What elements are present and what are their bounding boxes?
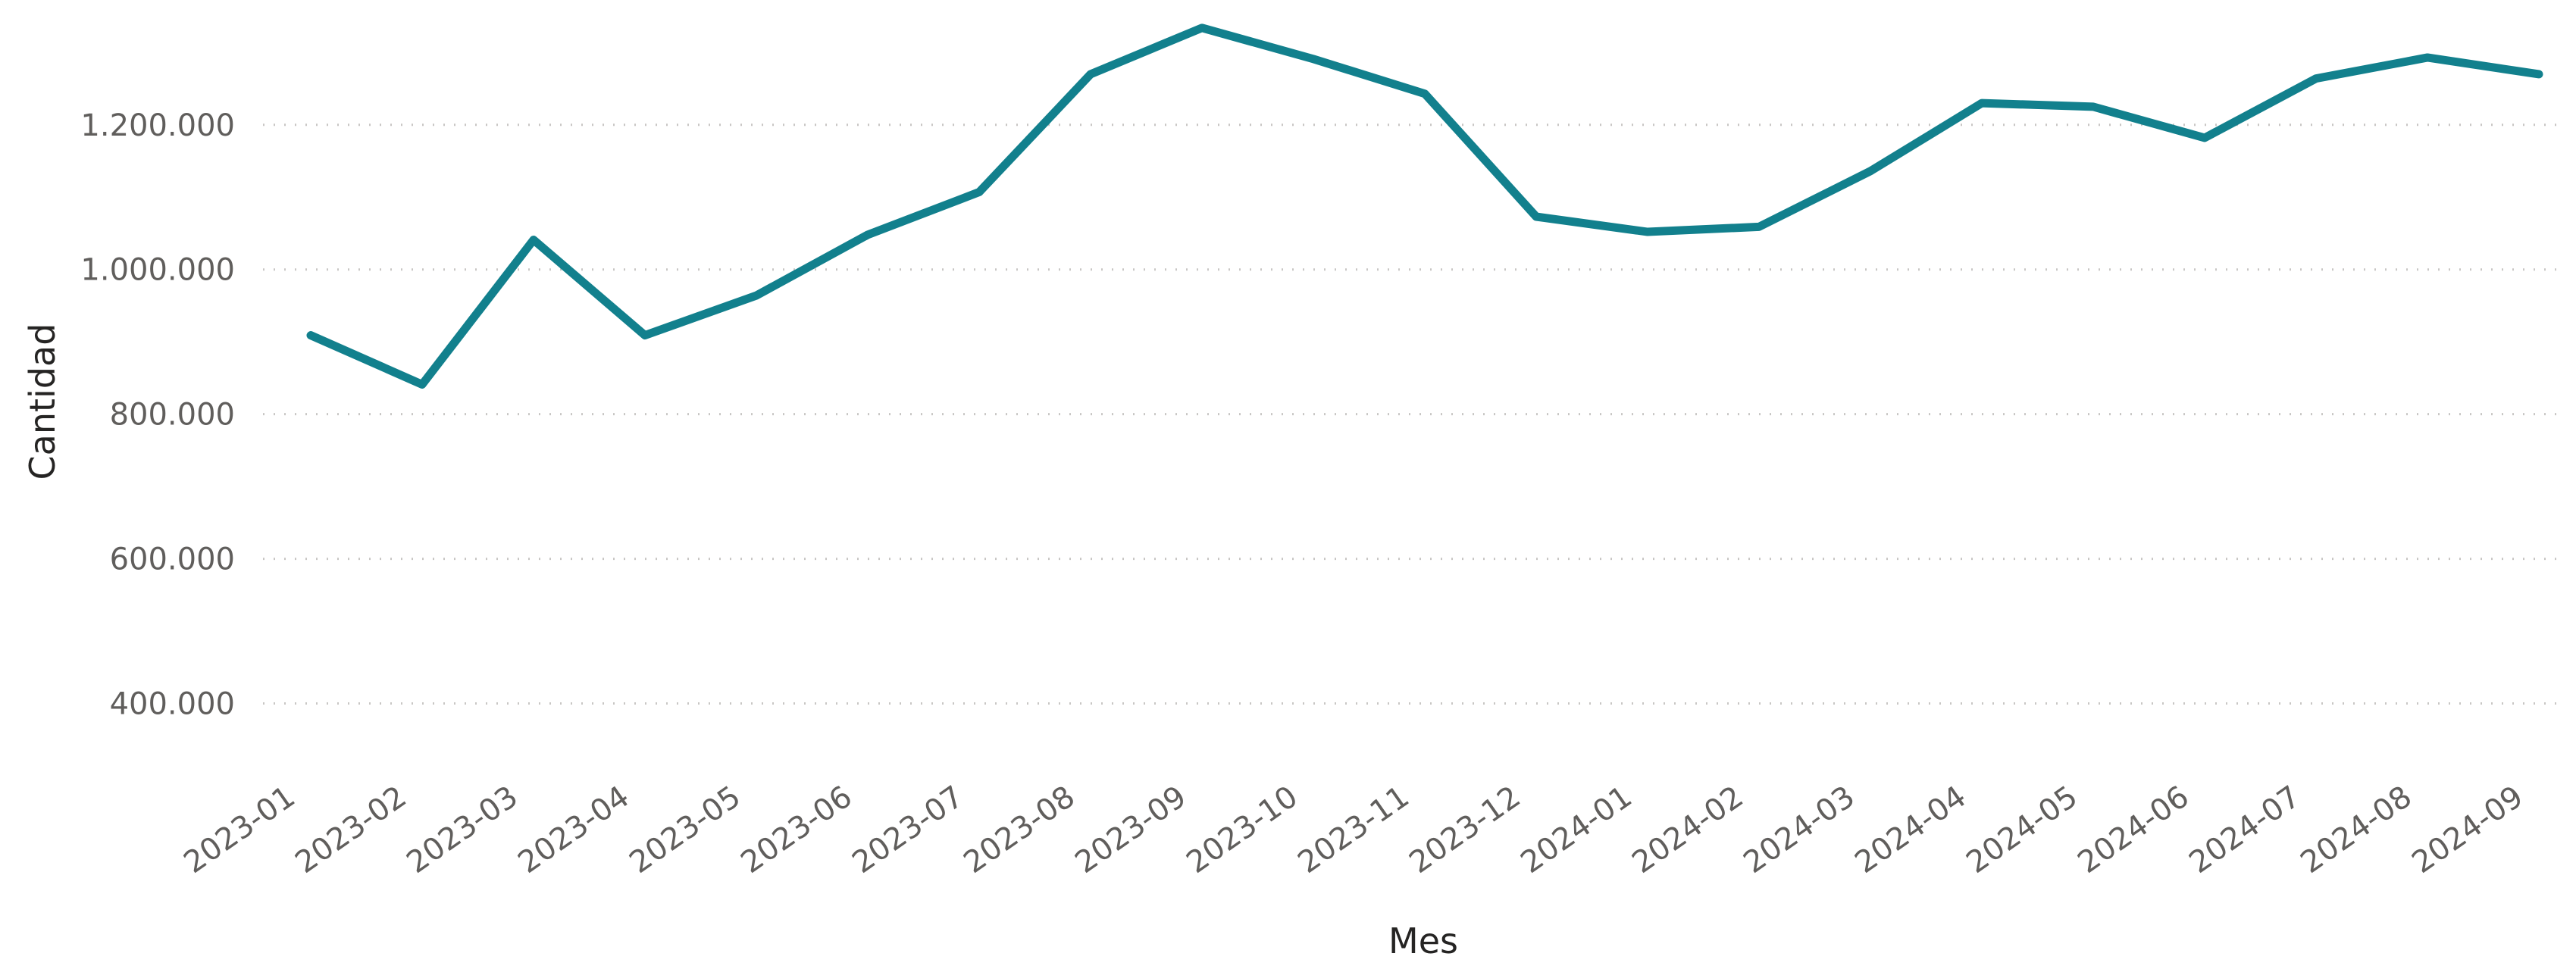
x-tick-label: 2023-06 (734, 780, 858, 881)
x-tick-label: 2023-07 (846, 780, 969, 881)
x-tick-label: 2024-07 (2183, 780, 2306, 881)
y-tick-label: 600.000 (110, 542, 235, 577)
y-tick-label: 1.000.000 (80, 253, 235, 288)
y-tick-label: 400.000 (110, 687, 235, 722)
x-tick-label: 2023-11 (1291, 780, 1415, 881)
y-tick-label: 800.000 (110, 398, 235, 433)
x-tick-label: 2024-08 (2294, 780, 2418, 881)
y-axis-title: Cantidad (22, 324, 63, 480)
x-tick-label: 2024-04 (1848, 780, 1972, 881)
y-tick-label: 1.200.000 (80, 108, 235, 143)
x-tick-label: 2023-04 (512, 780, 635, 881)
x-tick-label: 2023-09 (1069, 780, 1192, 881)
x-tick-label: 2023-02 (289, 780, 412, 881)
x-tick-label: 2023-01 (177, 780, 301, 881)
line-series (306, 23, 2543, 389)
x-tick-label: 2023-05 (623, 780, 747, 881)
x-axis-title: Mes (1388, 921, 1458, 961)
x-tick-label: 2023-10 (1180, 780, 1304, 881)
x-tick-label: 2023-03 (400, 780, 524, 881)
x-tick-label: 2023-08 (957, 780, 1081, 881)
x-tick-label: 2024-05 (1960, 780, 2083, 881)
x-tick-label: 2024-02 (1626, 780, 1749, 881)
x-tick-label: 2024-01 (1514, 780, 1638, 881)
x-tick-label: 2024-09 (2405, 780, 2529, 881)
x-tick-label: 2024-06 (2071, 780, 2195, 881)
x-tick-label: 2023-12 (1403, 780, 1526, 881)
x-tick-label: 2024-03 (1737, 780, 1861, 881)
